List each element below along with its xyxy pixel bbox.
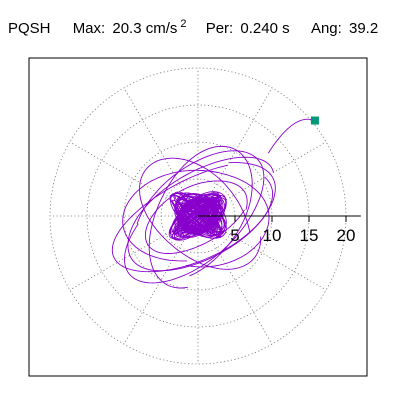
grid-spoke-60 bbox=[197, 87, 273, 217]
radial-tick-label-10: 10 bbox=[263, 226, 282, 245]
trace-loop-2 bbox=[124, 150, 265, 284]
period-label: Per: bbox=[205, 20, 234, 37]
max-unit-exponent: 2 bbox=[180, 18, 187, 30]
plot-frame bbox=[28, 57, 368, 377]
grid-spoke-120 bbox=[123, 87, 199, 217]
max-marker bbox=[310, 116, 319, 125]
grid-spoke-300 bbox=[197, 215, 273, 345]
radial-tick-label-15: 15 bbox=[300, 226, 319, 245]
angle-label: Ang: bbox=[310, 20, 342, 37]
radial-axis: 5 10 15 20 bbox=[198, 215, 361, 245]
trace-header: PQSH Max: 20.3 cm/s 2 Per: 0.240 s Ang: 3… bbox=[8, 18, 381, 37]
period-value: 0.240 s bbox=[240, 20, 290, 37]
trace-tail bbox=[267, 118, 316, 154]
radial-tick-label-20: 20 bbox=[337, 226, 356, 245]
max-label: Max: bbox=[72, 20, 106, 37]
grid-spoke-240 bbox=[123, 215, 199, 345]
trace-loop-6 bbox=[144, 180, 248, 254]
end-marker bbox=[310, 116, 319, 125]
max-value: 20.3 cm/s bbox=[112, 20, 178, 37]
station-code: PQSH bbox=[8, 20, 51, 37]
angle-value: 39.2 bbox=[348, 20, 379, 37]
grid-spoke-210 bbox=[69, 215, 199, 291]
trace-loop-3 bbox=[139, 157, 262, 270]
grid-spoke-330 bbox=[197, 215, 327, 291]
radial-tick-label-5: 5 bbox=[230, 226, 239, 245]
grid-spoke-30 bbox=[197, 141, 327, 217]
grid-spoke-150 bbox=[69, 141, 199, 217]
trace-loop-5 bbox=[122, 169, 270, 268]
particle-motion-trace bbox=[111, 118, 316, 289]
